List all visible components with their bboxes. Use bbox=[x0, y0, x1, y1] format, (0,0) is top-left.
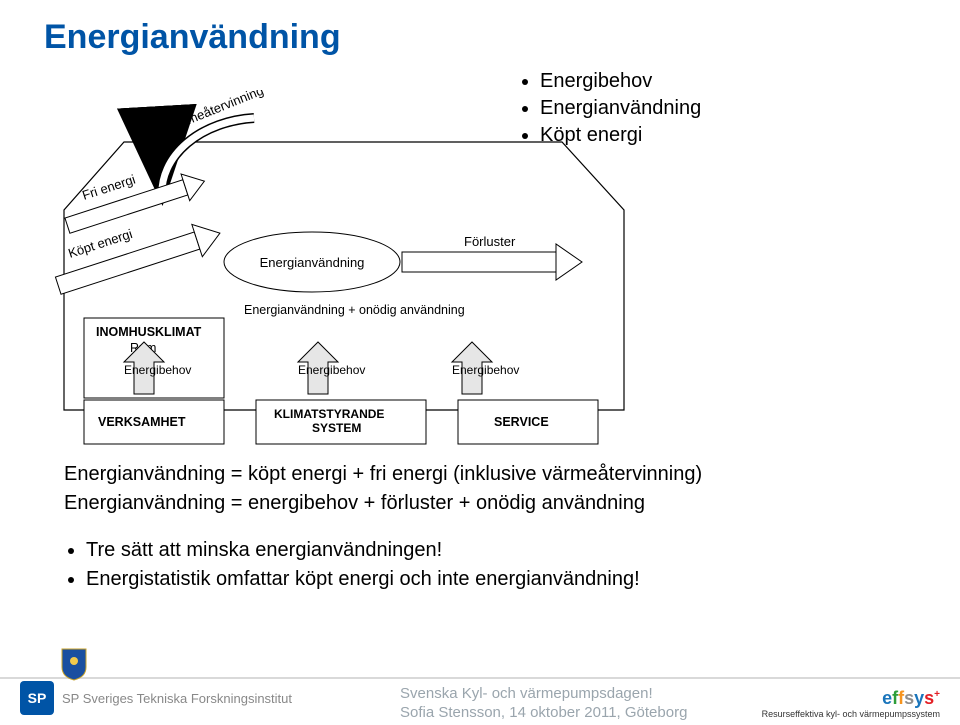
footer-divider bbox=[0, 677, 960, 679]
sp-badge: SP bbox=[20, 681, 54, 715]
up-arrow-2: Energibehov bbox=[298, 342, 365, 394]
sp-text: SP Sveriges Tekniska Forskningsinstitut bbox=[62, 691, 292, 706]
box-service: SERVICE bbox=[458, 400, 598, 444]
up-arrow-3: Energibehov bbox=[452, 342, 519, 394]
body-bullet: Tre sätt att minska energianvändningen! bbox=[86, 536, 884, 565]
box-verksamhet: VERKSAMHET bbox=[84, 400, 224, 444]
sp-logo: SP SP Sveriges Tekniska Forskningsinstit… bbox=[20, 681, 292, 715]
svg-text:Energibehov: Energibehov bbox=[124, 363, 191, 377]
svg-text:Energibehov: Energibehov bbox=[298, 363, 365, 377]
footer-center: Svenska Kyl- och värmepumpsdagen! Sofia … bbox=[400, 685, 687, 723]
label-loss: Förluster bbox=[464, 234, 516, 249]
body-text: Energianvändning = köpt energi + fri ene… bbox=[64, 460, 884, 594]
energy-diagram: Värmeåtervinning Fri energi Köpt energi … bbox=[44, 90, 644, 450]
effsys-logo: effsys+ Resurseffektiva kyl- och värmepu… bbox=[762, 688, 940, 719]
ellipse-label: Energianvändning bbox=[260, 255, 365, 270]
loss-arrow bbox=[402, 244, 582, 280]
equation-line: Energianvändning = energibehov + förlust… bbox=[64, 489, 884, 518]
box-klimatstyrande: KLIMATSTYRANDE SYSTEM bbox=[256, 400, 426, 444]
svg-text:Energibehov: Energibehov bbox=[452, 363, 519, 377]
mid-text: Energianvändning + onödig användning bbox=[244, 303, 465, 317]
crest-icon bbox=[60, 647, 88, 681]
svg-text:VERKSAMHET: VERKSAMHET bbox=[98, 415, 186, 429]
equation-line: Energianvändning = köpt energi + fri ene… bbox=[64, 460, 884, 489]
svg-text:SERVICE: SERVICE bbox=[494, 415, 549, 429]
body-bullet: Energistatistik omfattar köpt energi och… bbox=[86, 565, 884, 594]
page-title: Energianvändning bbox=[44, 18, 341, 57]
box-title: INOMHUSKLIMAT bbox=[96, 325, 202, 339]
slide-footer: SP SP Sveriges Tekniska Forskningsinstit… bbox=[0, 677, 960, 725]
